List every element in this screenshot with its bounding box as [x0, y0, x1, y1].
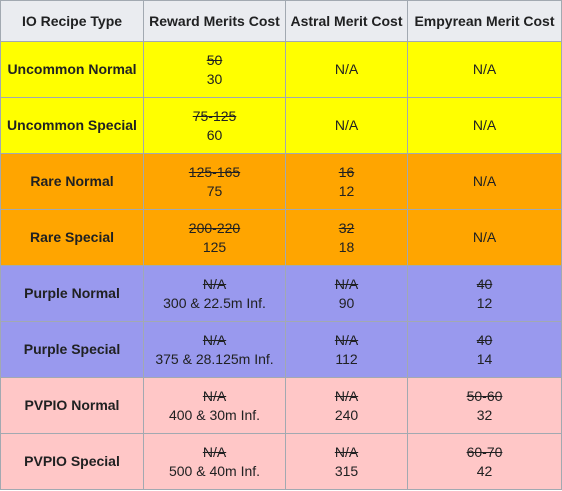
- old-empyrean-cost: 40: [476, 331, 493, 348]
- empyrean-cost-cell: N/A: [407, 41, 562, 98]
- old-reward-cost: N/A: [202, 331, 227, 348]
- new-astral-cost: 315: [334, 462, 359, 479]
- header-io-recipe-type: IO Recipe Type: [0, 0, 144, 42]
- empyrean-cost-cell: 40 12: [407, 265, 562, 322]
- new-empyrean-cost: N/A: [472, 61, 497, 77]
- new-reward-cost: 30: [206, 70, 223, 87]
- astral-cost-cell: N/A 240: [285, 377, 408, 434]
- old-reward-cost: N/A: [202, 275, 227, 292]
- table-row: Purple Normal N/A 300 & 22.5m Inf. N/A 9…: [0, 265, 562, 322]
- astral-cost-cell: N/A 90: [285, 265, 408, 322]
- old-astral-cost: N/A: [334, 443, 359, 460]
- recipe-type-cell: PVPIO Special: [0, 433, 144, 490]
- new-reward-cost: 400 & 30m Inf.: [168, 406, 261, 423]
- new-astral-cost: 18: [338, 238, 355, 255]
- new-astral-cost: 112: [335, 350, 358, 367]
- recipe-type-cell: Purple Special: [0, 321, 144, 378]
- table-row: Purple Special N/A 375 & 28.125m Inf. N/…: [0, 321, 562, 378]
- new-reward-cost: 60: [206, 126, 223, 143]
- astral-cost-cell: N/A 315: [285, 433, 408, 490]
- old-reward-cost: N/A: [202, 443, 227, 460]
- new-astral-cost: 12: [338, 182, 355, 199]
- empyrean-cost-cell: N/A: [407, 153, 562, 210]
- new-reward-cost: 125: [202, 238, 227, 255]
- new-astral-cost: 240: [334, 406, 359, 423]
- reward-cost-cell: N/A 400 & 30m Inf.: [143, 377, 286, 434]
- new-reward-cost: 375 & 28.125m Inf.: [155, 350, 274, 367]
- header-empyrean-merit-cost: Empyrean Merit Cost: [407, 0, 562, 42]
- new-empyrean-cost: 12: [476, 294, 493, 311]
- astral-cost-cell: 16 12: [285, 153, 408, 210]
- table-row: PVPIO Special N/A 500 & 40m Inf. N/A 315…: [0, 433, 562, 490]
- recipe-type-cell: Rare Normal: [0, 153, 144, 210]
- astral-cost-cell: 32 18: [285, 209, 408, 266]
- new-empyrean-cost: 32: [476, 406, 493, 423]
- reward-cost-cell: N/A 300 & 22.5m Inf.: [143, 265, 286, 322]
- old-reward-cost: N/A: [202, 387, 227, 404]
- header-row: IO Recipe Type Reward Merits Cost Astral…: [0, 0, 562, 42]
- recipe-type-cell: Rare Special: [0, 209, 144, 266]
- reward-cost-cell: 200-220 125: [143, 209, 286, 266]
- old-empyrean-cost: 50-60: [466, 387, 503, 404]
- header-astral-merit-cost: Astral Merit Cost: [285, 0, 408, 42]
- recipe-type-cell: Purple Normal: [0, 265, 144, 322]
- table-row: Rare Special 200-220 125 32 18 N/A: [0, 209, 562, 266]
- empyrean-cost-cell: 60-70 42: [407, 433, 562, 490]
- new-reward-cost: 500 & 40m Inf.: [168, 462, 261, 479]
- recipe-type-cell: Uncommon Normal: [0, 41, 144, 98]
- old-reward-cost: 200-220: [188, 219, 241, 236]
- new-astral-cost: N/A: [334, 117, 359, 133]
- old-astral-cost: 16: [338, 163, 355, 180]
- old-empyrean-cost: 60-70: [466, 443, 503, 460]
- empyrean-cost-cell: 50-60 32: [407, 377, 562, 434]
- reward-cost-cell: N/A 375 & 28.125m Inf.: [143, 321, 286, 378]
- new-empyrean-cost: 14: [476, 350, 493, 367]
- recipe-type-cell: Uncommon Special: [0, 97, 144, 154]
- empyrean-cost-cell: N/A: [407, 97, 562, 154]
- old-reward-cost: 50: [206, 51, 223, 68]
- new-reward-cost: 75: [206, 182, 223, 199]
- table-row: PVPIO Normal N/A 400 & 30m Inf. N/A 240 …: [0, 377, 562, 434]
- table-row: Uncommon Normal 50 30 N/A N/A: [0, 41, 562, 98]
- new-empyrean-cost: N/A: [472, 229, 497, 245]
- old-reward-cost: 75-125: [192, 107, 237, 124]
- new-reward-cost: 300 & 22.5m Inf.: [163, 294, 266, 311]
- reward-cost-cell: 50 30: [143, 41, 286, 98]
- astral-cost-cell: N/A: [285, 97, 408, 154]
- recipe-type-cell: PVPIO Normal: [0, 377, 144, 434]
- old-empyrean-cost: 40: [476, 275, 493, 292]
- empyrean-cost-cell: 40 14: [407, 321, 562, 378]
- new-empyrean-cost: N/A: [472, 117, 497, 133]
- reward-cost-cell: N/A 500 & 40m Inf.: [143, 433, 286, 490]
- empyrean-cost-cell: N/A: [407, 209, 562, 266]
- new-astral-cost: 90: [338, 294, 355, 311]
- old-astral-cost: N/A: [334, 331, 359, 348]
- old-reward-cost: 125-165: [188, 163, 241, 180]
- reward-cost-cell: 125-165 75: [143, 153, 286, 210]
- table-row: Rare Normal 125-165 75 16 12 N/A: [0, 153, 562, 210]
- new-empyrean-cost: 42: [476, 462, 493, 479]
- new-empyrean-cost: N/A: [472, 173, 497, 189]
- table-row: Uncommon Special 75-125 60 N/A N/A: [0, 97, 562, 154]
- header-reward-merits-cost: Reward Merits Cost: [143, 0, 286, 42]
- astral-cost-cell: N/A: [285, 41, 408, 98]
- old-astral-cost: N/A: [334, 387, 359, 404]
- old-astral-cost: 32: [338, 219, 355, 236]
- astral-cost-cell: N/A 112: [285, 321, 408, 378]
- old-astral-cost: N/A: [334, 275, 359, 292]
- new-astral-cost: N/A: [334, 61, 359, 77]
- reward-cost-cell: 75-125 60: [143, 97, 286, 154]
